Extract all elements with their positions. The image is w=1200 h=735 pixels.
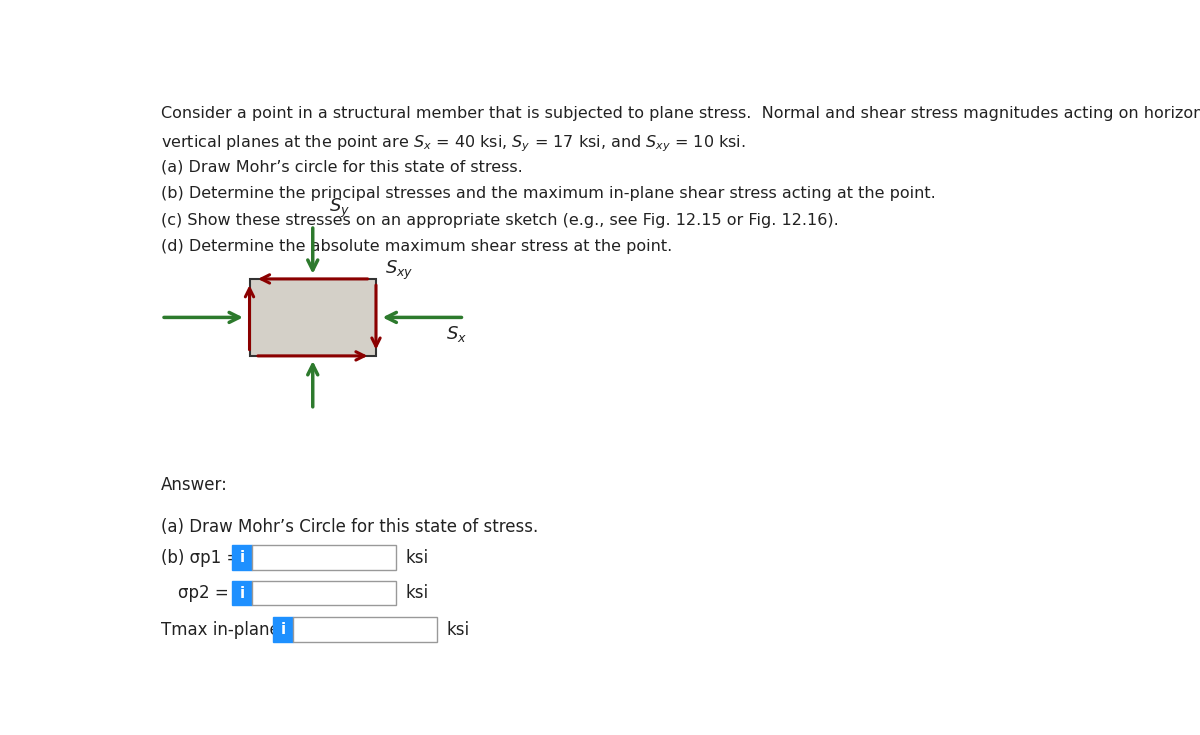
Text: i: i: [240, 586, 245, 600]
FancyBboxPatch shape: [272, 617, 293, 642]
Text: Tmax in-plane =: Tmax in-plane =: [161, 621, 299, 639]
Text: (a) Draw Mohr’s Circle for this state of stress.: (a) Draw Mohr’s Circle for this state of…: [161, 518, 539, 537]
Text: (a) Draw Mohr’s circle for this state of stress.: (a) Draw Mohr’s circle for this state of…: [161, 159, 523, 174]
Text: Answer:: Answer:: [161, 476, 228, 494]
Text: Consider a point in a structural member that is subjected to plane stress.  Norm: Consider a point in a structural member …: [161, 107, 1200, 121]
Polygon shape: [250, 279, 376, 356]
FancyBboxPatch shape: [232, 581, 252, 606]
Text: i: i: [240, 551, 245, 565]
Text: vertical planes at the point are $S_x$ = 40 ksi, $S_y$ = 17 ksi, and $S_{xy}$ = : vertical planes at the point are $S_x$ =…: [161, 133, 746, 154]
FancyBboxPatch shape: [293, 617, 437, 642]
FancyBboxPatch shape: [252, 581, 396, 606]
Text: (b) σp1 =: (b) σp1 =: [161, 549, 240, 567]
Text: σp2 =: σp2 =: [178, 584, 229, 602]
Text: (b) Determine the principal stresses and the maximum in-plane shear stress actin: (b) Determine the principal stresses and…: [161, 186, 936, 201]
Text: ksi: ksi: [446, 621, 469, 639]
Text: (c) Show these stresses on an appropriate sketch (e.g., see Fig. 12.15 or Fig. 1: (c) Show these stresses on an appropriat…: [161, 212, 839, 228]
FancyBboxPatch shape: [252, 545, 396, 570]
Text: ksi: ksi: [406, 584, 428, 602]
Text: ksi: ksi: [406, 549, 428, 567]
Text: $S_x$: $S_x$: [445, 324, 467, 345]
Text: i: i: [281, 623, 286, 637]
Text: (d) Determine the absolute maximum shear stress at the point.: (d) Determine the absolute maximum shear…: [161, 240, 672, 254]
Text: $S_y$: $S_y$: [330, 196, 350, 220]
FancyBboxPatch shape: [232, 545, 252, 570]
Text: $S_{xy}$: $S_{xy}$: [385, 259, 414, 282]
